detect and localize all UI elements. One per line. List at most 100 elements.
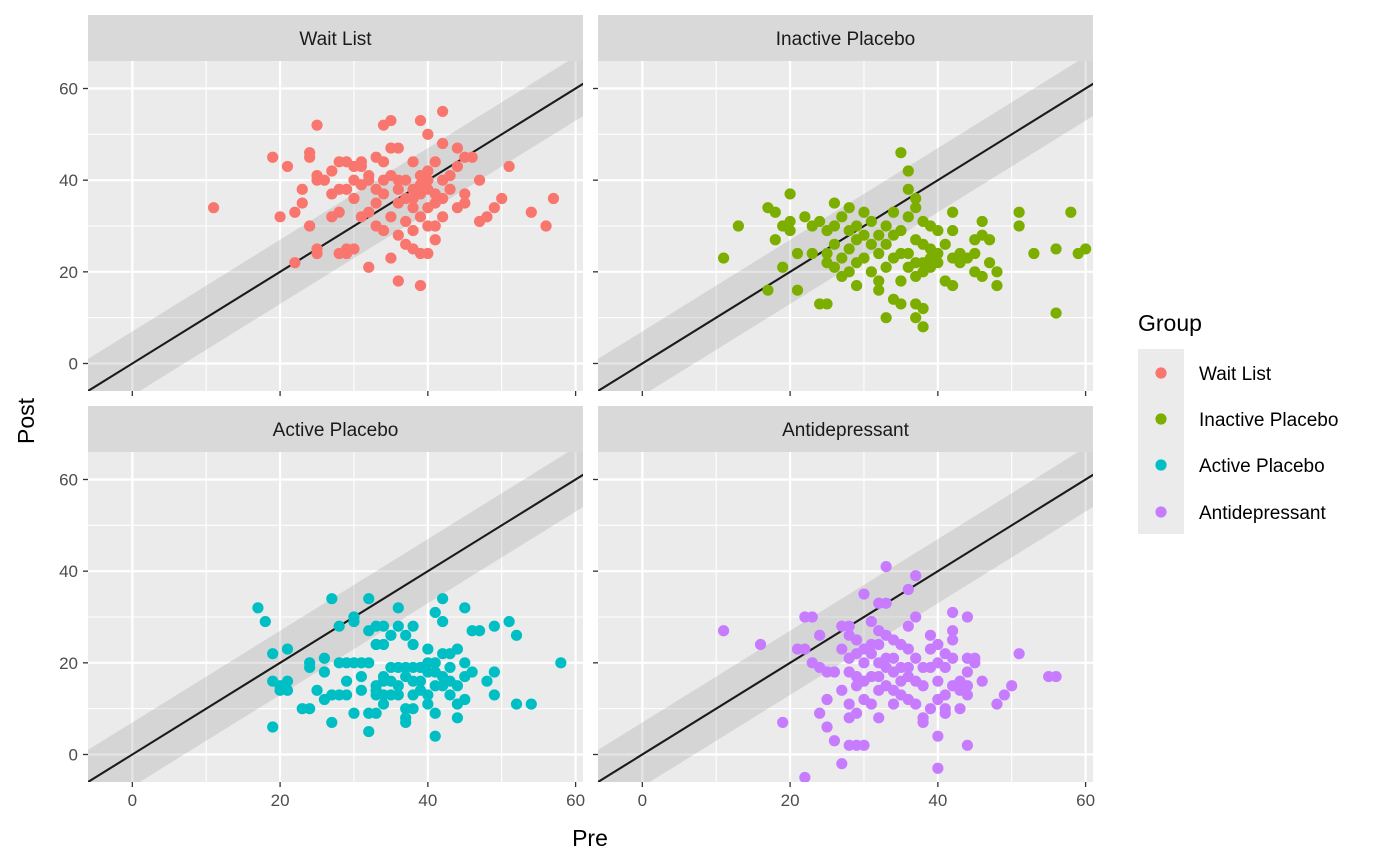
data-point (961, 666, 974, 678)
facet-strip (598, 406, 1093, 452)
data-point (466, 151, 478, 163)
reference-band (598, 452, 1093, 782)
data-point (769, 206, 781, 218)
data-point (422, 247, 434, 260)
data-point (370, 707, 382, 719)
data-point (363, 657, 375, 669)
data-point (902, 247, 914, 260)
data-point (473, 174, 486, 186)
data-point (437, 105, 449, 118)
legend-key-wait-list (1155, 367, 1167, 379)
data-point (858, 206, 870, 218)
data-point (814, 629, 826, 641)
data-point (777, 261, 789, 273)
data-point (850, 634, 863, 646)
data-point (836, 684, 848, 696)
data-point (370, 197, 382, 209)
data-point (873, 712, 885, 724)
data-point (895, 147, 907, 159)
data-point (821, 298, 833, 310)
data-point (525, 206, 537, 218)
data-point (392, 689, 404, 701)
data-point (873, 275, 885, 287)
data-point (902, 165, 914, 177)
data-point (902, 661, 914, 674)
data-point (422, 128, 434, 140)
data-point (437, 211, 449, 223)
data-point (762, 284, 774, 296)
data-point (777, 716, 789, 729)
data-point (991, 266, 1003, 278)
data-point (850, 220, 863, 232)
data-point (437, 192, 449, 205)
legend-key-background (1138, 349, 1184, 534)
data-point (1050, 243, 1062, 255)
data-point (259, 615, 271, 628)
y-axis-title: Post (13, 397, 39, 444)
data-point (873, 284, 885, 296)
data-point (961, 689, 974, 701)
data-point (414, 675, 427, 687)
facet-strip (88, 15, 583, 61)
data-point (932, 762, 944, 774)
data-point (392, 229, 404, 241)
data-point (732, 220, 744, 232)
data-point (880, 238, 892, 250)
data-point (983, 257, 996, 269)
data-point (385, 252, 397, 264)
data-point (429, 730, 441, 742)
data-point (887, 206, 900, 218)
data-point (304, 703, 316, 715)
data-point (311, 684, 323, 696)
data-point (880, 597, 892, 609)
data-point (858, 739, 870, 751)
data-point (481, 211, 493, 223)
data-point (873, 670, 885, 683)
y-tick-label: 60 (59, 471, 78, 490)
data-point (326, 593, 338, 605)
data-point (429, 220, 441, 232)
x-tick-label: 0 (638, 791, 647, 810)
data-point (267, 151, 279, 163)
data-point (887, 652, 900, 664)
data-point (267, 648, 279, 660)
data-point (392, 680, 404, 692)
data-point (865, 215, 877, 228)
data-point (252, 602, 264, 614)
data-point (769, 234, 781, 246)
data-point (836, 211, 848, 223)
y-tick-label: 40 (59, 171, 78, 190)
data-point (828, 666, 841, 678)
data-point (880, 220, 892, 232)
data-point (806, 247, 818, 260)
data-point (555, 657, 567, 669)
data-point (444, 689, 456, 701)
data-point (902, 643, 914, 655)
data-point (947, 279, 959, 292)
data-point (947, 606, 959, 619)
data-point (932, 247, 944, 260)
data-point (488, 689, 500, 701)
data-point (924, 703, 937, 715)
data-point (1080, 243, 1092, 255)
data-point (865, 615, 877, 628)
data-point (910, 312, 922, 324)
data-point (451, 643, 464, 655)
facet-strip (598, 15, 1093, 61)
data-point (422, 174, 434, 186)
y-tick-label: 0 (69, 355, 78, 374)
data-point (991, 279, 1003, 292)
data-point (828, 261, 841, 273)
data-point (503, 615, 515, 628)
legend-label-antidepressant: Antidepressant (1199, 503, 1326, 524)
data-point (429, 707, 441, 719)
data-point (326, 165, 338, 177)
data-point (363, 593, 375, 605)
x-tick-label: 20 (781, 791, 800, 810)
data-point (377, 224, 390, 237)
reference-band (88, 452, 583, 782)
data-point (422, 689, 434, 701)
data-point (858, 657, 870, 669)
data-point (821, 693, 833, 706)
data-point (947, 634, 959, 646)
